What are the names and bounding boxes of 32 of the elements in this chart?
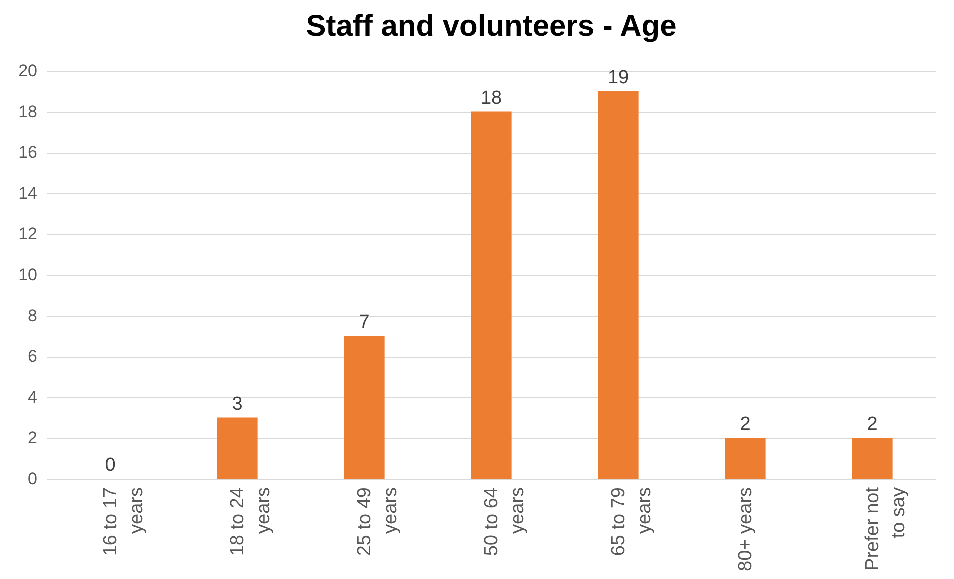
bar: [217, 418, 258, 479]
y-tick-label: 16: [18, 143, 38, 162]
y-tick-label: 6: [28, 347, 38, 366]
x-tick-label: 65 to 79 years: [608, 488, 656, 556]
data-label: 19: [608, 67, 630, 88]
data-label: 7: [359, 312, 370, 334]
data-label: 18: [480, 88, 502, 109]
x-tick-label: 18 to 24 years: [228, 487, 274, 556]
data-label: 2: [867, 414, 878, 436]
bar: [725, 438, 766, 479]
data-label: 3: [232, 394, 243, 415]
y-tick-label: 18: [18, 102, 38, 122]
data-label: 2: [740, 414, 751, 436]
y-tick-label: 4: [28, 388, 38, 407]
y-tick-label: 0: [28, 470, 38, 488]
y-tick-label: 20: [18, 62, 38, 80]
x-tick-label: 25 to 49 years: [354, 488, 402, 556]
y-tick-label: 10: [18, 266, 38, 284]
bar: [852, 438, 893, 479]
x-tick-label: 50 to 64 years: [482, 487, 528, 556]
y-tick-label: 2: [28, 428, 38, 448]
y-tick-label: 14: [18, 184, 38, 203]
x-tick-label: Prefer not to say: [862, 486, 910, 571]
x-tick-label: 80+ years: [736, 488, 756, 572]
chart-title: Staff and volunteers - Age: [306, 10, 677, 43]
bar: [598, 91, 639, 479]
bar: [344, 336, 385, 479]
y-tick-label: 8: [28, 306, 38, 326]
bar: [471, 112, 512, 479]
data-label: 0: [105, 455, 116, 476]
y-tick-label: 12: [18, 224, 38, 244]
x-tick-label: 16 to 17 years: [100, 488, 148, 556]
